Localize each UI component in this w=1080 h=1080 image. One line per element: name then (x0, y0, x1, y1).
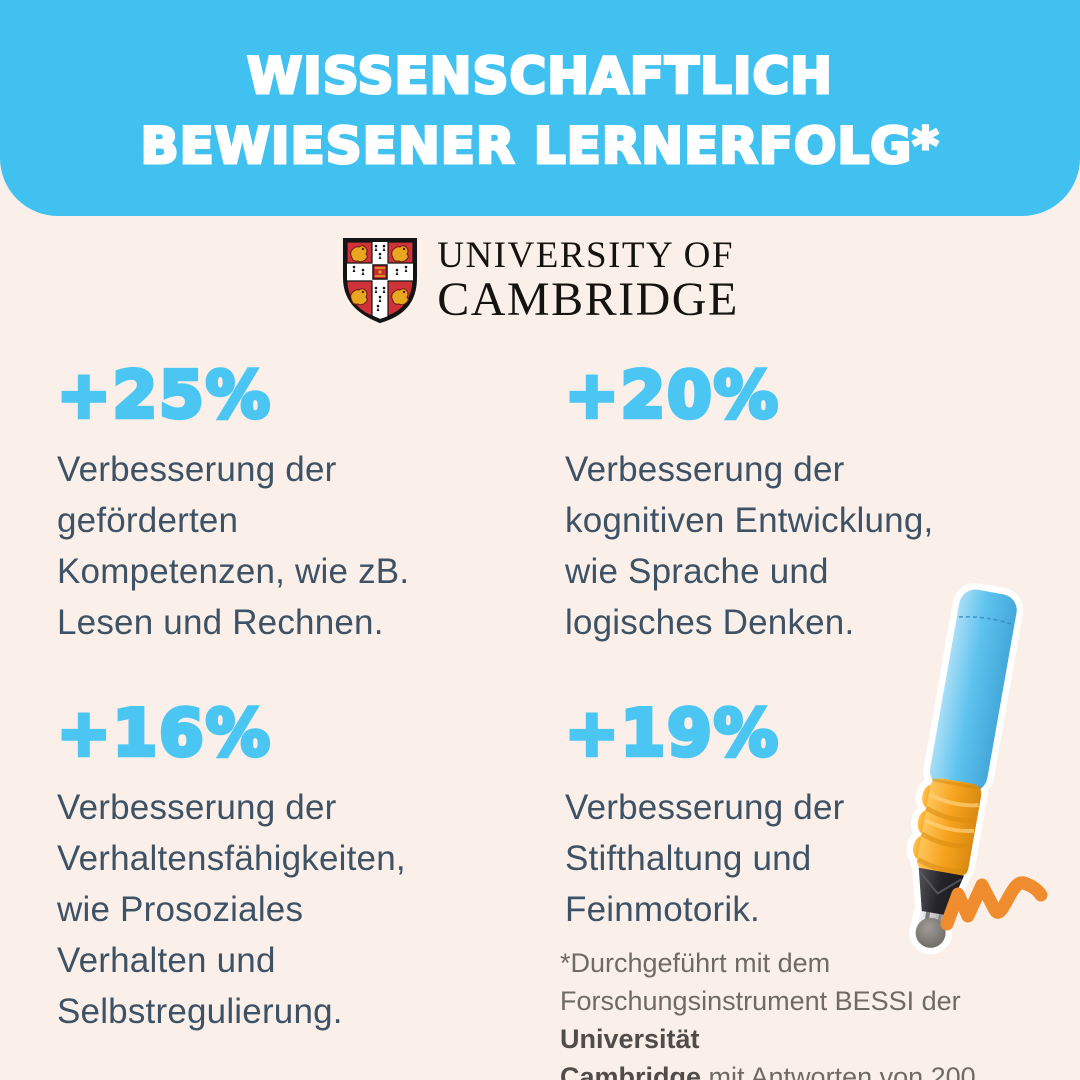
stat-description: Verbesserung der Verhaltensfähigkeiten, … (57, 788, 406, 1031)
university-name: UNIVERSITY OF CAMBRIDGE (437, 236, 739, 324)
cambridge-logo: UNIVERSITY OF CAMBRIDGE (0, 236, 1080, 324)
header-banner: WISSENSCHAFTLICH BEWIESENER LERNERFOLG* (0, 0, 1080, 216)
pen-barrel (929, 589, 1017, 792)
page-title-line1: WISSENSCHAFTLICH (245, 46, 834, 107)
footnote-line3-bold: Cambridge (560, 1062, 702, 1080)
stat-block-cognitive: +20% Verbesserung der kognitiven Entwick… (563, 348, 1035, 648)
page-title-line2: BEWIESENER LERNERFOLG* (139, 116, 940, 177)
footnote-line2-bold: Universität (560, 1024, 700, 1054)
stat-value: +20% (563, 357, 780, 436)
stat-block-behavior: +16% Verbesserung der Verhaltensfähigkei… (55, 686, 527, 1037)
university-name-line2: CAMBRIDGE (437, 273, 739, 326)
stat-description: Verbesserung der kognitiven Entwicklung,… (565, 450, 934, 642)
squiggle-icon (940, 876, 1048, 931)
stylus-pen-body (906, 583, 1024, 955)
footnote-line2-regular: Forschungsinstrument BESSI der (560, 986, 961, 1016)
stat-block-competencies: +25% Verbesserung der geförderten Kompet… (55, 348, 527, 648)
stat-block-motorskills: +19% Verbesserung der Stifthaltung und F… (563, 686, 1035, 935)
pen-mesh-tip (915, 917, 946, 948)
cambridge-shield-icon (343, 238, 418, 324)
footnote-line1: *Durchgeführt mit dem (560, 948, 831, 978)
footnote: *Durchgeführt mit dem Forschungsinstrume… (560, 944, 1060, 1080)
pen-tip-cone (918, 867, 965, 918)
stat-description: Verbesserung der Stifthaltung und Feinmo… (565, 788, 845, 929)
footnote-line2: Forschungsinstrument BESSI der Universit… (560, 982, 1060, 1058)
stat-value: +19% (563, 695, 780, 774)
stat-value: +25% (55, 357, 272, 436)
stylus-pen-illustration (906, 583, 1048, 955)
university-name-line1: UNIVERSITY OF (437, 235, 734, 276)
footnote-line3: Cambridge mit Antworten von 200 Eltern. (560, 1058, 1060, 1080)
stat-value: +16% (55, 695, 272, 774)
stat-description: Verbesserung der geförderten Kompetenzen… (57, 450, 410, 642)
footnote-line3-regular: mit Antworten von 200 Eltern. (708, 1062, 976, 1080)
